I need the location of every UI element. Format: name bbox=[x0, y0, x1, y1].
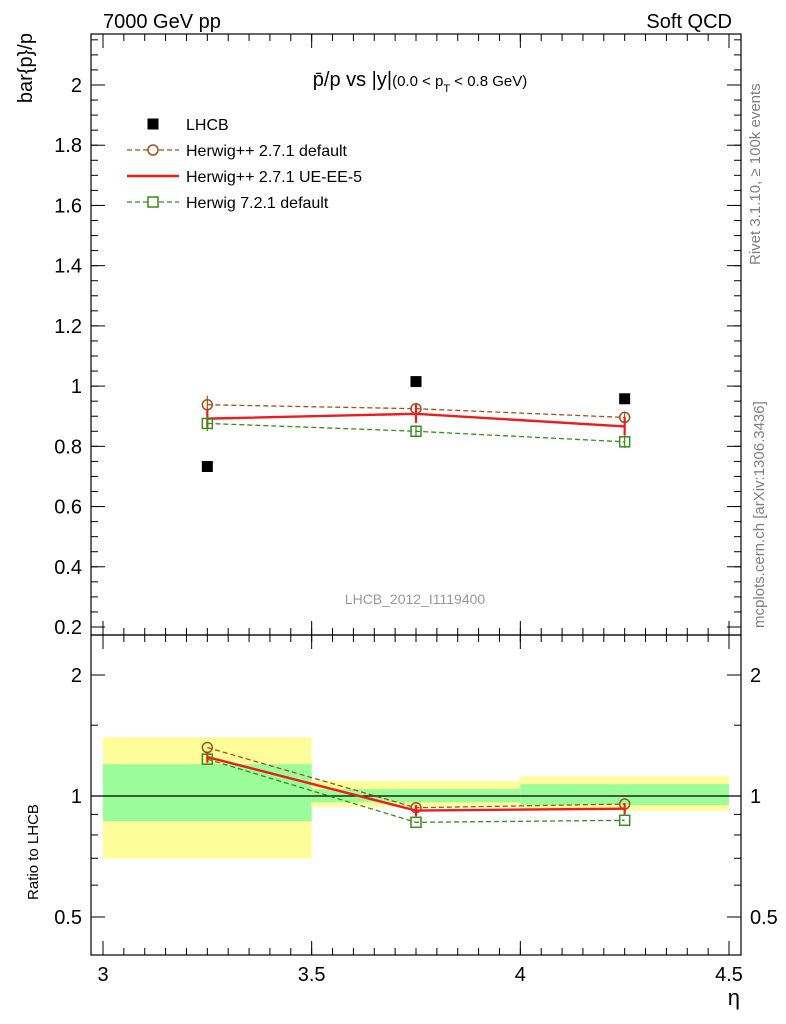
data-point bbox=[201, 461, 213, 473]
marker-square bbox=[410, 816, 422, 829]
plot-title: p̄/p vs |y|(0.0 < pT < 0.8 GeV) bbox=[313, 69, 527, 95]
plot-title-cut-pre: (0.0 < p bbox=[392, 73, 443, 90]
y-tick-label-right: 1 bbox=[750, 786, 761, 808]
ratio-axes: 3 3.5 4 4.5 0.5 1 2 0.5 1 2 bbox=[54, 634, 778, 986]
main-axes: 0.2 0.4 0.6 0.8 1 1.2 1.4 1.6 1.8 2 bbox=[54, 33, 742, 639]
source-label: mcplots.cern.ch [arXiv:1306.3436] bbox=[751, 401, 768, 628]
y-tick-label: 0.5 bbox=[54, 907, 82, 929]
y-tick-label: 2 bbox=[71, 665, 82, 687]
ratio-band-inner bbox=[103, 764, 312, 822]
y-tick-label: 1 bbox=[71, 376, 82, 398]
y-tick-label: 1.4 bbox=[54, 256, 82, 278]
data-point bbox=[619, 393, 631, 405]
plot-title-cut-sub: T bbox=[443, 83, 450, 95]
header-right: Soft QCD bbox=[646, 11, 732, 33]
x-tick-label: 3.5 bbox=[298, 964, 326, 986]
legend: LHCB Herwig++ 2.7.1 default Herwig++ 2.7.1… bbox=[127, 117, 362, 212]
y-tick-label: 0.2 bbox=[54, 617, 82, 639]
ratio-series bbox=[201, 741, 631, 829]
y-tick-label: 0.8 bbox=[54, 436, 82, 458]
y-tick-label-right: 0.5 bbox=[750, 907, 778, 929]
series-line bbox=[207, 758, 625, 823]
marker-square bbox=[201, 753, 214, 765]
marker-square bbox=[618, 814, 631, 827]
legend-label: Herwig++ 2.7.1 default bbox=[186, 143, 348, 160]
y-tick-label: 1.8 bbox=[54, 135, 82, 157]
marker-square bbox=[618, 436, 631, 448]
main-series bbox=[201, 376, 631, 473]
y-tick-label: 0.4 bbox=[54, 557, 82, 579]
ratio-ylabel: Ratio to LHCB bbox=[25, 804, 42, 900]
analysis-tag: LHCB_2012_I1119400 bbox=[345, 591, 486, 607]
y-tick-label: 0.6 bbox=[54, 497, 82, 519]
ratio-bands bbox=[103, 737, 729, 859]
legend-marker bbox=[147, 144, 159, 156]
y-tick-label-right: 2 bbox=[750, 665, 761, 687]
y-tick-label: 1.6 bbox=[54, 195, 82, 217]
plot-title-cut-post: < 0.8 GeV) bbox=[450, 73, 527, 90]
marker-square bbox=[410, 425, 422, 438]
header-left: 7000 GeV pp bbox=[103, 11, 221, 33]
legend-marker bbox=[147, 196, 159, 208]
marker-square bbox=[201, 417, 214, 430]
y-tick-label: 2 bbox=[71, 75, 82, 97]
plot-title-main: p̄/p vs |y| bbox=[313, 69, 392, 91]
x-tick-label: 4.5 bbox=[715, 964, 743, 986]
main-ylabel: bar{p}/p bbox=[15, 33, 37, 103]
legend-label: Herwig 7.2.1 default bbox=[186, 195, 329, 212]
y-tick-label: 1.2 bbox=[54, 316, 82, 338]
data-point bbox=[410, 376, 422, 388]
x-tick-label: 3 bbox=[97, 964, 108, 986]
rivet-label: Rivet 3.1.10, ≥ 100k events bbox=[747, 83, 764, 265]
xlabel: η bbox=[728, 985, 740, 1010]
x-tick-label: 4 bbox=[515, 964, 526, 986]
legend-label: Herwig++ 2.7.1 UE-EE-5 bbox=[186, 169, 362, 186]
ratio-band-inner bbox=[520, 784, 729, 805]
legend-label: LHCB bbox=[186, 117, 229, 134]
legend-marker bbox=[147, 118, 159, 130]
y-tick-label: 1 bbox=[71, 786, 82, 808]
